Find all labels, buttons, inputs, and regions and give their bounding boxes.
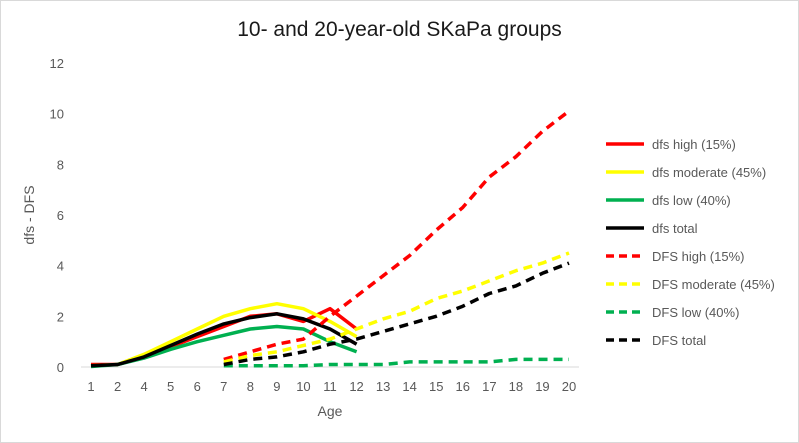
x-tick-label: 17 <box>482 379 496 394</box>
x-tick-label: 9 <box>273 379 280 394</box>
y-tick-label: 10 <box>50 107 64 122</box>
legend-label-7: DFS low (40%) <box>652 305 739 320</box>
x-tick-label: 11 <box>323 379 337 394</box>
y-tick-label: 4 <box>57 259 64 274</box>
y-tick-label: 0 <box>57 360 64 375</box>
legend-label-8: DFS total <box>652 333 706 348</box>
legend-label-3: dfs low (40%) <box>652 193 731 208</box>
chart-title: 10- and 20-year-old SKaPa groups <box>237 18 562 41</box>
series-line-4 <box>90 312 358 368</box>
x-tick-label: 13 <box>376 379 390 394</box>
x-tick-label: 15 <box>429 379 443 394</box>
legend-label-5: DFS high (15%) <box>652 249 744 264</box>
legend-label-4: dfs total <box>652 221 698 236</box>
series-line-5 <box>223 109 571 362</box>
x-tick-label: 14 <box>402 379 416 394</box>
x-tick-label: 8 <box>247 379 254 394</box>
y-tick-label: 12 <box>50 56 64 71</box>
x-tick-label: 18 <box>509 379 523 394</box>
legend-label-2: dfs moderate (45%) <box>652 165 766 180</box>
x-tick-label: 5 <box>167 379 174 394</box>
legend-label-1: dfs high (15%) <box>652 137 736 152</box>
x-tick-label: 6 <box>194 379 201 394</box>
y-tick-label: 8 <box>57 157 64 172</box>
y-axis-title: dfs - DFS <box>21 185 37 244</box>
y-tick-label: 2 <box>57 309 64 324</box>
legend-label-6: DFS moderate (45%) <box>652 277 775 292</box>
x-tick-label: 19 <box>535 379 549 394</box>
y-tick-label: 6 <box>57 208 64 223</box>
x-tick-label: 16 <box>456 379 470 394</box>
series-line-6 <box>223 251 570 364</box>
x-tick-label: 10 <box>296 379 310 394</box>
series-line-7 <box>223 357 569 368</box>
x-tick-label: 7 <box>220 379 227 394</box>
x-axis-title: Age <box>318 403 343 419</box>
x-tick-label: 12 <box>349 379 363 394</box>
x-tick-label: 4 <box>140 379 147 394</box>
x-tick-label: 1 <box>87 379 94 394</box>
x-tick-label: 2 <box>114 379 121 394</box>
x-tick-label: 20 <box>562 379 576 394</box>
